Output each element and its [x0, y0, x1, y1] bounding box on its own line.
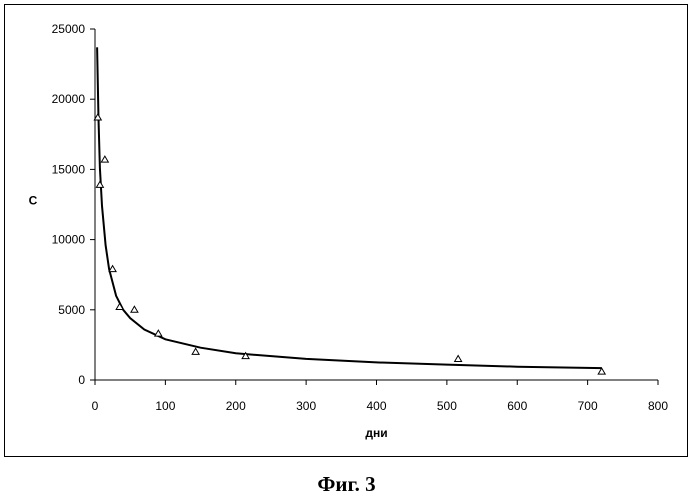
y-tick-label: 20000: [52, 92, 86, 106]
y-tick-label: 5000: [58, 303, 85, 317]
data-point-marker: [155, 330, 162, 336]
x-tick-label: 300: [296, 399, 316, 413]
data-point-marker: [101, 156, 108, 162]
x-tick-label: 100: [155, 399, 175, 413]
x-tick-label: 500: [437, 399, 457, 413]
y-tick-label: 10000: [52, 233, 86, 247]
x-tick-label: 0: [92, 399, 99, 413]
data-point-marker: [109, 266, 116, 272]
y-tick-label: 0: [78, 373, 85, 387]
data-point-marker: [192, 348, 199, 354]
axes: [95, 29, 658, 380]
x-tick-label: 200: [226, 399, 246, 413]
data-markers: [94, 114, 605, 374]
y-tick-label: 25000: [52, 22, 86, 36]
x-ticks: 0 100 200 300 400 500 600 700 800: [92, 380, 669, 413]
y-ticks: 0 5000 10000 15000 20000 25000: [52, 22, 95, 387]
y-axis-title: С: [29, 194, 38, 208]
trend-line: [97, 47, 602, 368]
x-tick-label: 400: [366, 399, 386, 413]
x-tick-label: 600: [507, 399, 527, 413]
data-point-marker: [96, 181, 103, 187]
data-point-marker: [455, 355, 462, 361]
x-tick-label: 800: [648, 399, 668, 413]
x-axis-title: дни: [365, 426, 387, 440]
figure-caption: Фиг. 3: [0, 472, 693, 497]
y-tick-label: 15000: [52, 162, 86, 176]
data-point-marker: [131, 306, 138, 312]
x-tick-label: 700: [578, 399, 598, 413]
chart: 0 100 200 300 400 500 600 700 800 0 5000 10000 1500…: [0, 0, 693, 460]
